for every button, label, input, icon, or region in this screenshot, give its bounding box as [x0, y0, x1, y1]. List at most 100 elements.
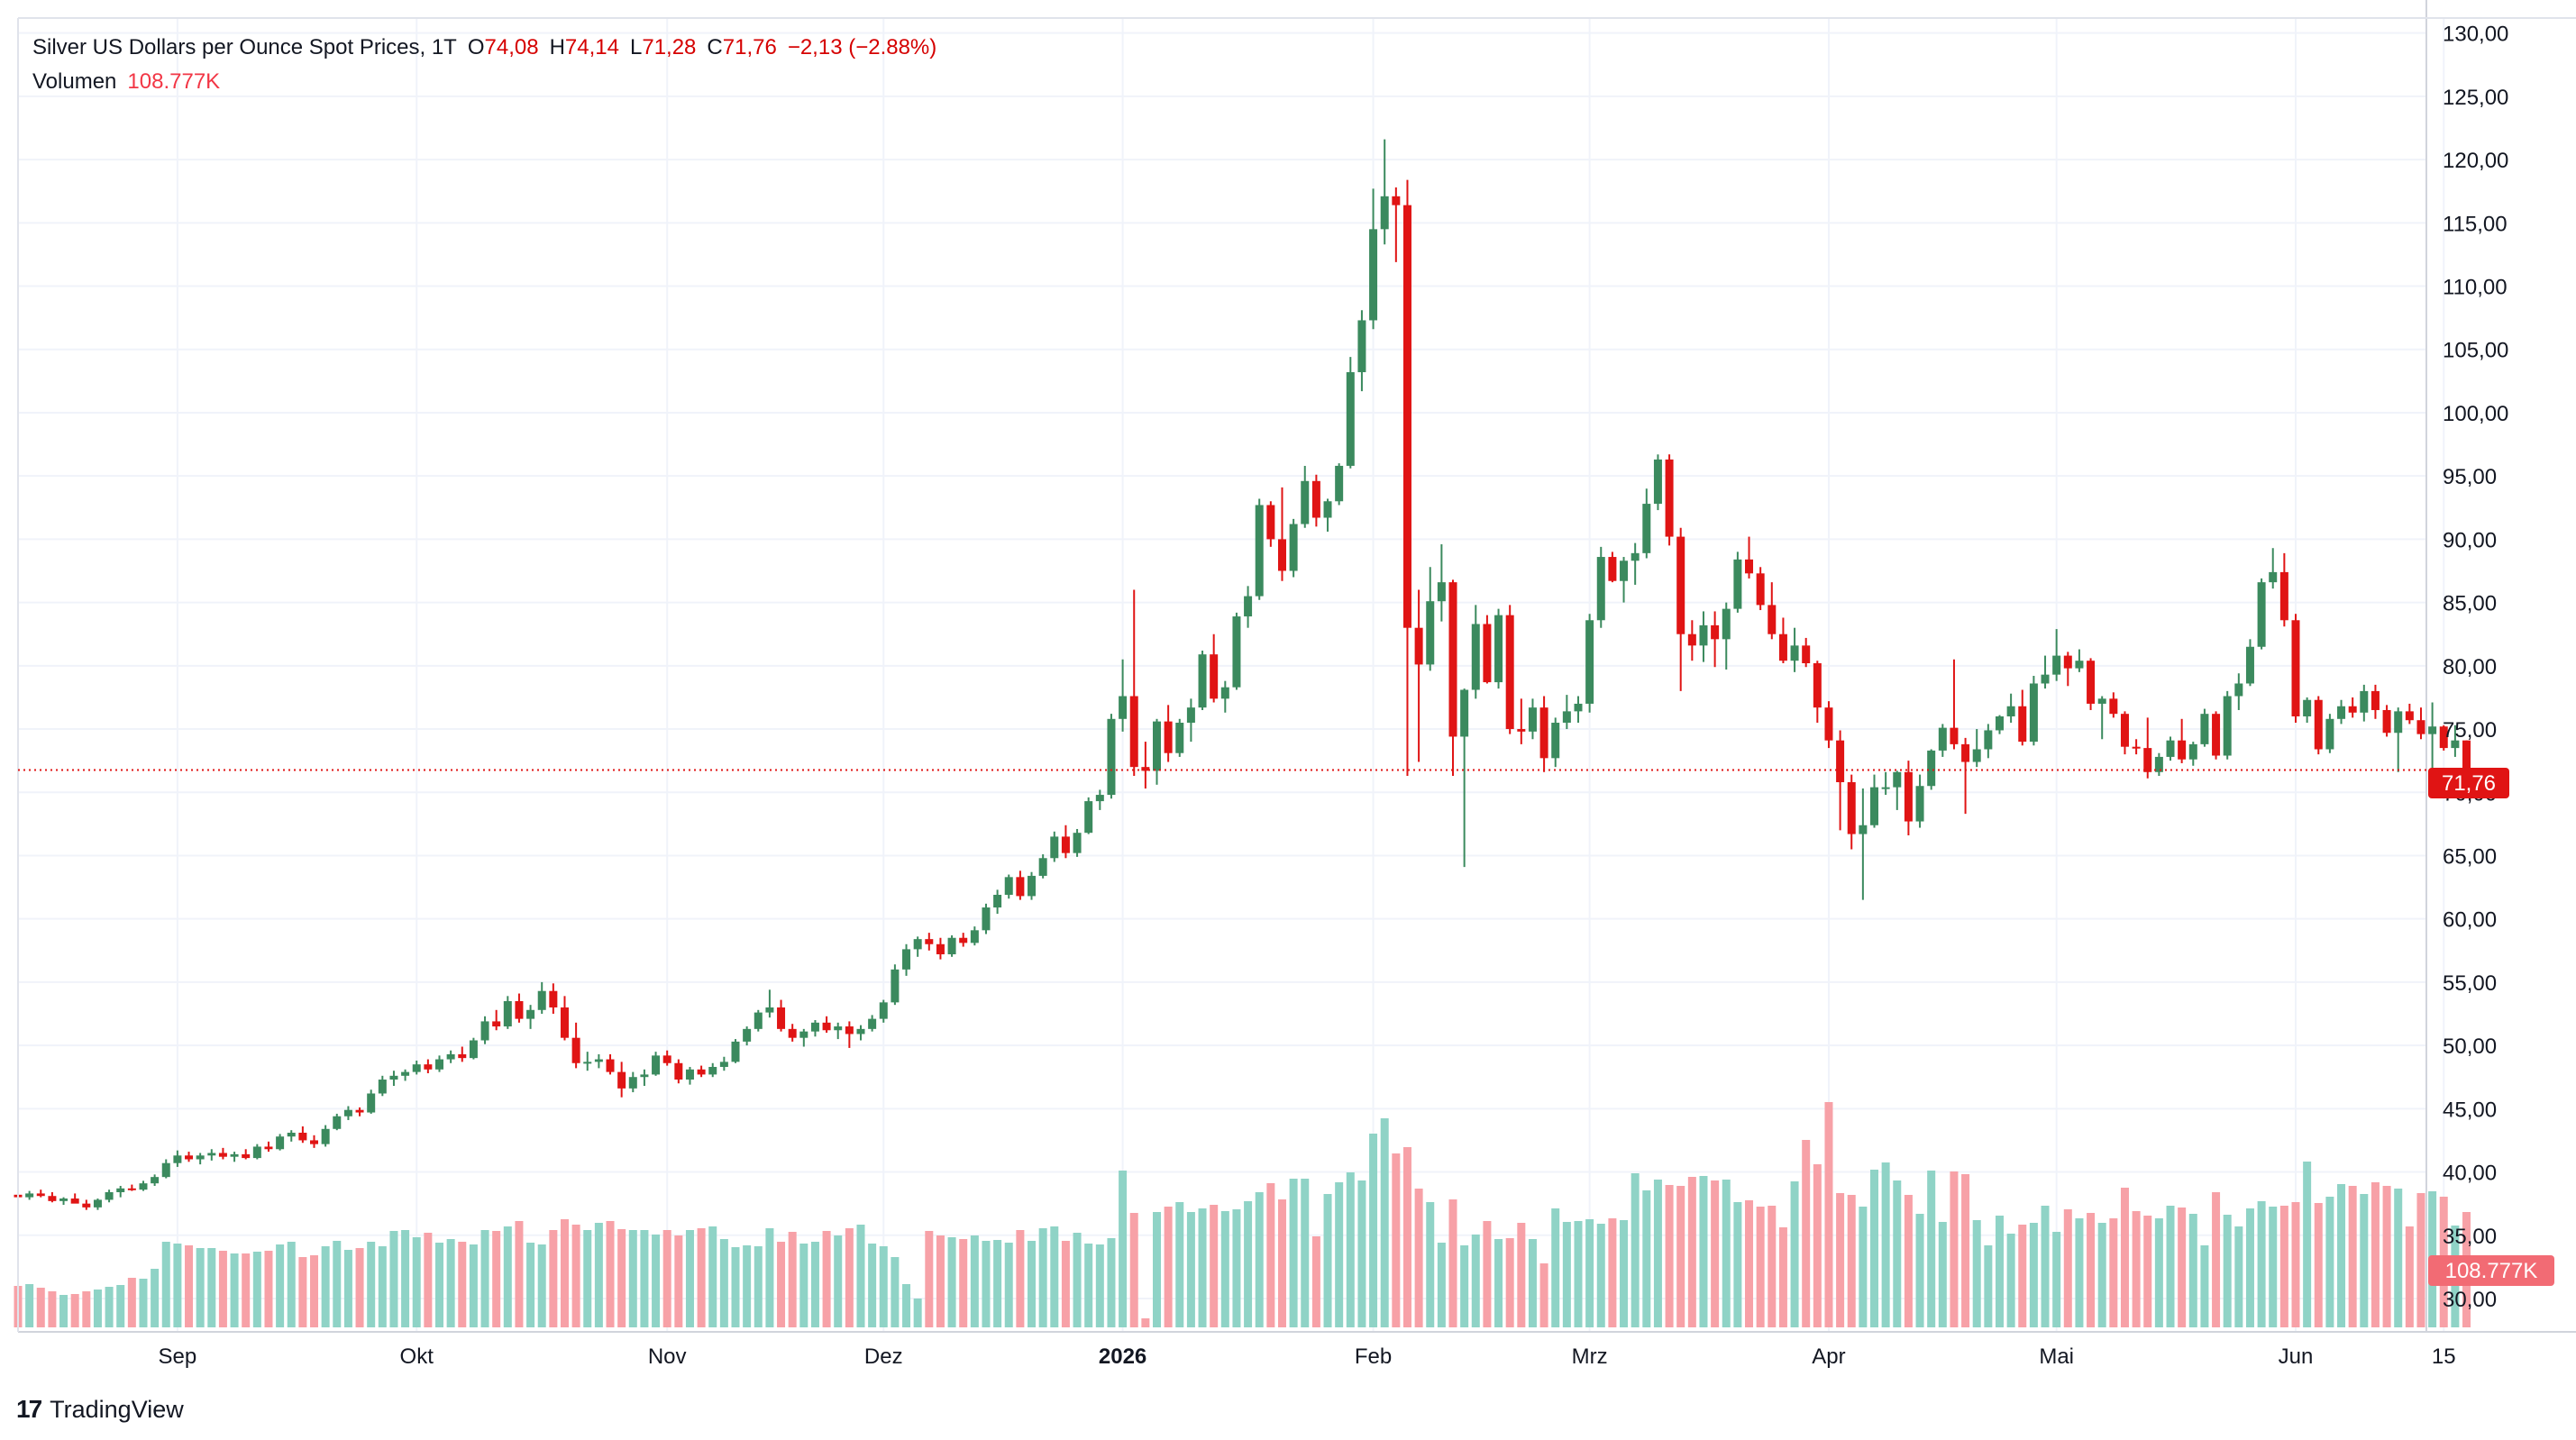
volume-bar [412, 1237, 421, 1327]
candle [503, 996, 512, 1029]
tradingview-brand[interactable]: 17 TradingView [16, 1395, 184, 1424]
symbol-title[interactable]: Silver US Dollars per Ounce Spot Prices,… [32, 35, 457, 59]
candle [1141, 742, 1150, 789]
volume-bar [1220, 1211, 1229, 1327]
volume-bar [1038, 1228, 1047, 1327]
candle [2279, 552, 2288, 627]
volume-label: Volumen [32, 69, 117, 94]
candle [355, 1107, 364, 1116]
volume-bar [549, 1230, 558, 1327]
last-price-badge-bg [2428, 768, 2509, 798]
candle [333, 1113, 342, 1131]
candle [1301, 465, 1310, 528]
volume-bar [913, 1299, 922, 1327]
volume-bar [2257, 1201, 2266, 1327]
candle [959, 933, 968, 947]
volume-bar [1904, 1195, 1913, 1327]
candle [993, 889, 1002, 915]
candle [1494, 608, 1503, 689]
candle [1608, 551, 1617, 583]
x-tick-label: 15 [2432, 1344, 2456, 1369]
volume-bar [48, 1291, 57, 1327]
candle [1984, 724, 1993, 759]
candle [1505, 605, 1514, 734]
volume-bar [1984, 1245, 1993, 1327]
volume-bar [1198, 1208, 1207, 1327]
volume-bar [1323, 1194, 1332, 1327]
volume-bar [2360, 1194, 2369, 1327]
candle [685, 1066, 694, 1085]
volume-bar [1301, 1179, 1310, 1327]
volume-bar [1995, 1216, 2004, 1327]
candle [2120, 711, 2129, 755]
volume-bar [1528, 1239, 1537, 1327]
candle [891, 964, 900, 1006]
volume-bar [640, 1230, 649, 1327]
volume-bar [424, 1233, 433, 1327]
volume-bar [1893, 1180, 1902, 1327]
volume-bar [1768, 1206, 1777, 1327]
candle [845, 1021, 854, 1048]
volume-bar [1289, 1179, 1298, 1327]
candle [424, 1059, 433, 1074]
volume-bar [1596, 1224, 1605, 1327]
volume-bar [173, 1244, 182, 1327]
candle [549, 983, 558, 1015]
volume-bar [1050, 1226, 1059, 1327]
volume-bar [731, 1247, 740, 1327]
candle [719, 1056, 728, 1071]
candle [446, 1050, 455, 1063]
volume-bar [2029, 1223, 2038, 1327]
candle [515, 993, 524, 1023]
candle [1107, 714, 1116, 799]
volume-bar [2109, 1218, 2118, 1327]
y-tick-label: 105,00 [2443, 339, 2508, 363]
y-tick-label: 90,00 [2443, 528, 2497, 552]
volume-bar [82, 1291, 91, 1327]
price-axis[interactable]: 130,00 125,00 120,00 115,00 110,00 105,00 100,… [2443, 23, 2508, 1312]
volume-bar [2234, 1226, 2243, 1327]
candle [1778, 617, 1787, 664]
volume-bar [343, 1250, 352, 1327]
candle [1927, 749, 1936, 790]
candle [1437, 544, 1446, 622]
candle [1961, 737, 1970, 815]
volume-bar [2041, 1206, 2050, 1327]
y-tick-label: 110,00 [2443, 276, 2507, 300]
candle [1653, 454, 1662, 511]
candle [287, 1130, 296, 1142]
volume-bar [1437, 1243, 1446, 1327]
candle [583, 1052, 592, 1071]
time-axis[interactable]: Sep Okt Nov Dez 2026 Feb Mrz Apr Mai Jun 15 [159, 1344, 2456, 1369]
candle [697, 1065, 706, 1078]
volume-bar [1164, 1207, 1173, 1327]
volume-bar [1471, 1235, 1480, 1327]
volume-bar [105, 1287, 114, 1327]
y-tick-label: 60,00 [2443, 908, 2497, 933]
volume-bar [1266, 1183, 1275, 1327]
volume-bars [14, 1102, 2471, 1327]
volume-bar [1517, 1223, 1526, 1327]
volume-bar [594, 1223, 603, 1327]
volume-bar [2223, 1215, 2232, 1327]
candle [1289, 518, 1298, 578]
volume-bar [1483, 1221, 1492, 1327]
candle [1346, 357, 1355, 469]
volume-bar [36, 1288, 45, 1327]
volume-bar [1824, 1102, 1833, 1327]
volume-bar [2018, 1225, 2027, 1327]
close-value: 71,76 [722, 35, 777, 59]
candle [2132, 739, 2141, 755]
candle [1471, 605, 1480, 699]
volume-bar [777, 1242, 786, 1327]
volume-bar [1107, 1238, 1116, 1327]
close-label: C [707, 35, 723, 59]
candle [1380, 139, 1389, 245]
x-tick-label: Sep [159, 1344, 197, 1369]
volume-bar [834, 1235, 843, 1327]
candle [1448, 579, 1457, 776]
volume-bar [982, 1241, 991, 1327]
candle [560, 996, 569, 1041]
